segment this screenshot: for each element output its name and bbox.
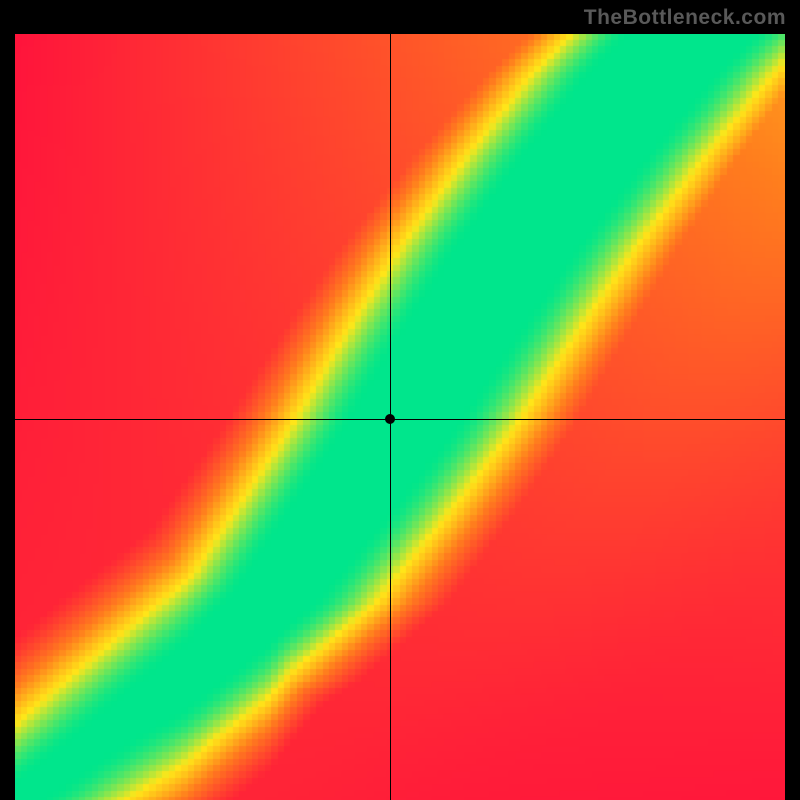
crosshair-horizontal bbox=[15, 419, 785, 420]
crosshair-marker bbox=[385, 414, 395, 424]
watermark-text: TheBottleneck.com bbox=[584, 6, 786, 30]
heatmap-canvas bbox=[15, 34, 785, 800]
heatmap-plot bbox=[15, 34, 785, 800]
